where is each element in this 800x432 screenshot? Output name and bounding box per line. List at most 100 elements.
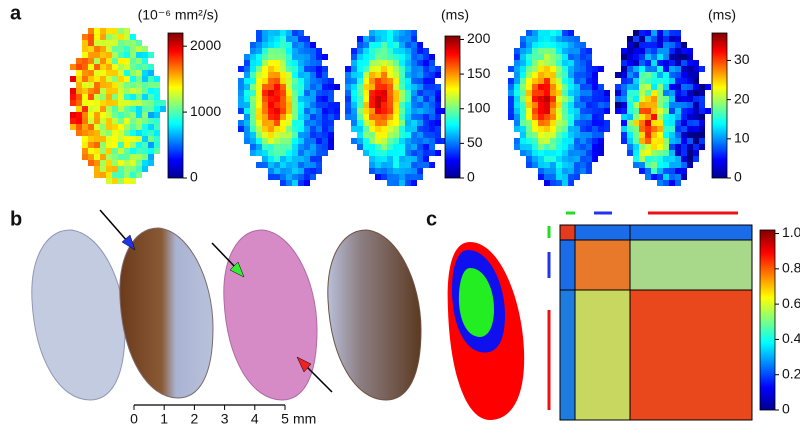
pixel	[106, 178, 112, 184]
pixel	[562, 138, 568, 144]
pixel	[580, 144, 586, 150]
pixel	[651, 96, 657, 102]
pixel	[363, 54, 369, 60]
pixel	[136, 142, 142, 148]
pixel	[375, 138, 381, 144]
pixel	[136, 100, 142, 106]
pixel	[639, 84, 645, 90]
pixel	[357, 42, 363, 48]
pixel	[592, 78, 598, 84]
pixel	[298, 60, 304, 66]
pixel	[417, 102, 423, 108]
pixel	[532, 114, 538, 120]
pixel	[381, 96, 387, 102]
pixel	[381, 114, 387, 120]
pixel	[262, 42, 268, 48]
pixel	[586, 138, 592, 144]
pixel	[669, 174, 675, 180]
pixel	[429, 60, 435, 66]
pixel	[142, 154, 148, 160]
pixel	[639, 36, 645, 42]
pixel	[363, 36, 369, 42]
pixel	[435, 96, 441, 102]
pixel	[286, 168, 292, 174]
pixel	[292, 54, 298, 60]
pixel	[663, 84, 669, 90]
pixel	[298, 168, 304, 174]
pixel	[286, 114, 292, 120]
pixel	[568, 126, 574, 132]
pixel	[562, 60, 568, 66]
pixel	[604, 90, 610, 96]
pixel	[693, 72, 699, 78]
pixel	[304, 126, 310, 132]
pixel	[256, 60, 262, 66]
pixel	[82, 118, 88, 124]
pixel	[562, 78, 568, 84]
pixel	[538, 60, 544, 66]
pixel	[393, 156, 399, 162]
pixel	[429, 72, 435, 78]
pixel	[693, 60, 699, 66]
pixel	[118, 124, 124, 130]
pixel	[568, 180, 574, 186]
pixel	[387, 48, 393, 54]
pixel	[280, 54, 286, 60]
pixel	[681, 162, 687, 168]
pixel	[334, 84, 340, 90]
pixel	[142, 58, 148, 64]
pixel	[411, 66, 417, 72]
pixel	[532, 102, 538, 108]
pixel	[94, 94, 100, 100]
pixel	[526, 108, 532, 114]
pixel	[363, 66, 369, 72]
pixel	[681, 54, 687, 60]
pixel	[693, 78, 699, 84]
pixel	[357, 54, 363, 60]
pixel	[250, 72, 256, 78]
pixel	[118, 52, 124, 58]
pixel	[118, 88, 124, 94]
pixel	[76, 88, 82, 94]
pixel	[423, 132, 429, 138]
pixel	[124, 28, 130, 34]
pixel	[429, 102, 435, 108]
pixel	[82, 112, 88, 118]
pixel	[387, 162, 393, 168]
pixel	[94, 46, 100, 52]
pixel	[345, 84, 351, 90]
pixel	[88, 130, 94, 136]
pixel	[124, 34, 130, 40]
pixel	[627, 132, 633, 138]
pixel	[76, 124, 82, 130]
pixel	[88, 136, 94, 142]
pixel	[274, 174, 280, 180]
pixel	[112, 82, 118, 88]
pixel	[405, 132, 411, 138]
pixel	[586, 48, 592, 54]
pixel	[310, 150, 316, 156]
pixel	[304, 174, 310, 180]
pixel	[238, 84, 244, 90]
pixel	[381, 156, 387, 162]
pixel	[562, 150, 568, 156]
pixel	[592, 84, 598, 90]
pixel	[142, 118, 148, 124]
pixel	[663, 168, 669, 174]
pixel	[550, 126, 556, 132]
pixel	[687, 144, 693, 150]
pixel	[633, 162, 639, 168]
pixel	[532, 108, 538, 114]
pixel	[154, 142, 160, 148]
pixel	[405, 96, 411, 102]
pixel	[627, 60, 633, 66]
pixel	[645, 36, 651, 42]
pixel	[375, 126, 381, 132]
pixel	[124, 40, 130, 46]
slice-brown-blue	[327, 229, 422, 401]
pixel	[142, 130, 148, 136]
pixel	[357, 66, 363, 72]
pixel	[651, 48, 657, 54]
pixel	[387, 84, 393, 90]
pixel	[550, 48, 556, 54]
